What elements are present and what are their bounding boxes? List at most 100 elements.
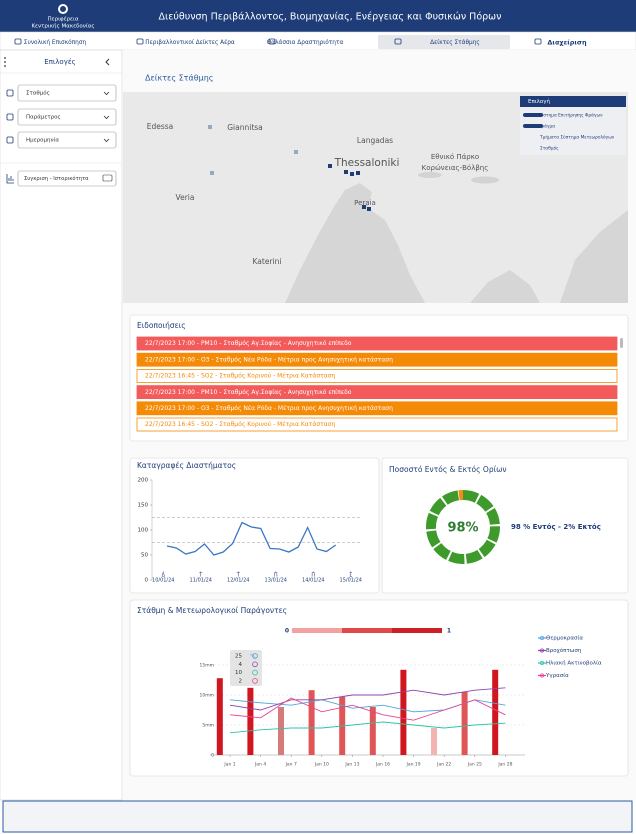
notification-row[interactable] <box>136 336 618 351</box>
bar <box>492 669 499 755</box>
legend-dot <box>540 648 545 653</box>
scale-max: 1 <box>447 628 451 635</box>
filter-select[interactable] <box>17 131 117 149</box>
map-lake <box>418 172 442 178</box>
tab-icon <box>534 38 542 45</box>
y-tick-label: 10mm <box>200 693 215 699</box>
map-lake <box>471 176 499 184</box>
notification-text: 22/7/2023 17:00 - PM10 - Σταθμός Αγ.Σοφί… <box>145 389 352 396</box>
map-place: Κορώνειας-Βόλβης <box>422 164 489 172</box>
x-tick-label: Jan 7 <box>285 762 297 768</box>
nav-tab[interactable]: Διαχείριση <box>547 39 587 47</box>
x-weekday: Τ <box>236 573 241 579</box>
filter-label: Ημερομηνία <box>26 137 59 144</box>
x-weekday: Σ <box>349 573 352 579</box>
bar <box>247 687 254 755</box>
legend-dot <box>540 661 545 666</box>
legend-label: Βροχόπτωση <box>546 647 582 654</box>
select-chevron <box>103 91 110 96</box>
y-tick-label: 15mm <box>200 663 215 669</box>
notification-row[interactable] <box>136 417 618 432</box>
collapse-button[interactable] <box>105 58 110 66</box>
notification-text: 22/7/2023 17:00 - O3 - Σταθμός Νέα Ρόδα … <box>145 356 393 363</box>
bar <box>308 690 315 755</box>
bar <box>369 707 376 755</box>
chart-title: Ποσοστό Εντός & Εκτός Ορίων <box>389 465 507 474</box>
tooltip-icon <box>252 661 258 668</box>
x-tick-label: Jan 22 <box>436 762 451 768</box>
map-legend-item: Σταθμός <box>540 145 559 152</box>
map-place: Katerini <box>253 257 282 266</box>
legend-toggle[interactable] <box>523 124 543 128</box>
legend-dot <box>540 636 545 641</box>
map-sea <box>470 270 540 303</box>
notification-row[interactable] <box>136 401 618 416</box>
map-marker <box>356 171 360 175</box>
menu-dot <box>4 57 6 59</box>
x-tick-label: 14/01/24 <box>302 578 324 584</box>
notification-text: 22/7/2023 16:45 - SO2 - Σταθμός Κορινού … <box>145 373 335 380</box>
compare-button[interactable] <box>17 170 117 187</box>
combo-card <box>129 599 629 777</box>
tab-icon <box>394 38 402 45</box>
legend-dot <box>540 673 545 678</box>
x-tick-label: Jan 10 <box>314 762 329 768</box>
data-line <box>166 521 337 556</box>
series-line <box>229 721 506 734</box>
nav-tab[interactable]: Περιβαλλοντικοί Δείκτες Αέρα <box>145 39 235 46</box>
x-weekday: Δ <box>162 573 166 579</box>
nav-tab[interactable]: Συνολική Επισκόπηση <box>24 39 87 46</box>
bar <box>400 669 407 755</box>
map-place: Veria <box>176 193 195 202</box>
map[interactable]: Edessa Giannitsa Langadas Thessaloniki Εθνικ… <box>123 92 628 303</box>
y-tick-label: 200 <box>138 478 149 484</box>
nav-tab[interactable]: Θαλάσσια Δραστηριότητα <box>267 39 344 46</box>
scale-min: 0 <box>285 628 289 635</box>
notification-row[interactable] <box>136 368 618 383</box>
x-weekday: Π <box>311 573 315 579</box>
donut-center <box>439 503 487 551</box>
x-tick-label: Jan 19 <box>406 762 421 768</box>
bar <box>431 728 437 755</box>
compare-icon <box>6 174 14 184</box>
y-tick-label: 150 <box>138 503 149 509</box>
notification-row[interactable] <box>136 352 618 367</box>
notification-row[interactable] <box>136 385 618 400</box>
logo-inner <box>60 6 66 12</box>
x-tick-label: 10/01/24 <box>152 578 174 584</box>
y-tick-label: 5mm <box>202 723 214 729</box>
x-weekday: Π <box>274 573 278 579</box>
x-tick-label: 13/01/24 <box>265 578 287 584</box>
donut-segment <box>426 490 500 564</box>
bar <box>216 678 223 755</box>
nav-tab[interactable]: Δείκτες Στάθμης <box>430 39 480 46</box>
compare-toggle <box>102 174 113 182</box>
map-sea <box>285 183 425 303</box>
map-legend-item: Τμήματα Σύστημα Μετεωρολόγων <box>539 134 615 141</box>
active-tab-bg[interactable] <box>378 35 510 49</box>
tooltip-icon <box>252 653 258 659</box>
notification-text: 22/7/2023 17:00 - O3 - Σταθμός Νέα Ρόδα … <box>145 405 393 412</box>
header-title: Διεύθυνση Περιβάλλοντος, Βιομηχανίας, Εν… <box>159 12 502 23</box>
menu-dot <box>4 61 6 63</box>
filter-select[interactable] <box>17 108 117 126</box>
scale-segment <box>292 628 342 633</box>
tooltip-value: 25 <box>235 654 242 660</box>
legend-label: Υγρασία <box>545 672 569 679</box>
map-marker <box>367 207 371 211</box>
series-line <box>229 697 506 721</box>
legend-toggle[interactable] <box>523 113 543 117</box>
map-place: Giannitsa <box>227 123 263 132</box>
scale-segment <box>392 628 442 633</box>
map-place: Langadas <box>357 136 393 145</box>
map-place: Edessa <box>147 122 174 131</box>
filter-select[interactable] <box>17 84 117 102</box>
filter-label: Παράμετρος <box>26 114 61 121</box>
chart-title: Καταγραφές Διαστήματος <box>137 461 236 470</box>
map-marker <box>362 205 366 209</box>
x-tick-label: 12/01/24 <box>227 578 249 584</box>
tab-icon <box>136 38 144 45</box>
map-marker <box>294 150 298 154</box>
x-tick-label: 11/01/24 <box>190 578 212 584</box>
